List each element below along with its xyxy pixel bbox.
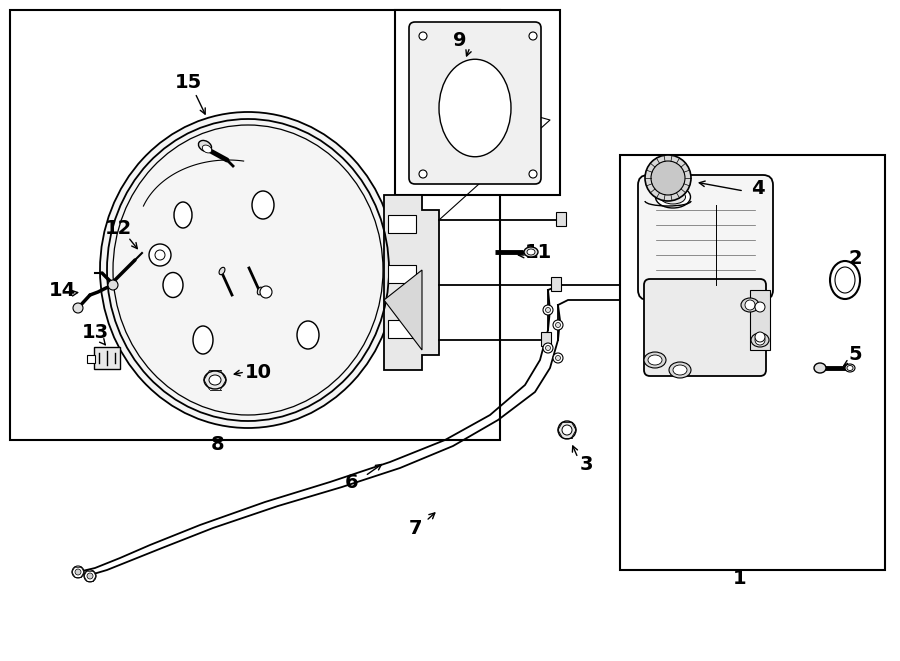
Circle shape: [155, 250, 165, 260]
Circle shape: [543, 343, 553, 353]
Circle shape: [755, 302, 765, 312]
Text: 11: 11: [525, 243, 552, 262]
Ellipse shape: [814, 363, 826, 373]
Bar: [750, 290, 770, 350]
Bar: [541, 332, 551, 346]
Circle shape: [755, 335, 765, 345]
Text: 14: 14: [49, 280, 76, 299]
Ellipse shape: [219, 267, 225, 275]
Ellipse shape: [527, 249, 535, 255]
Circle shape: [87, 573, 93, 579]
Ellipse shape: [204, 371, 226, 389]
Circle shape: [645, 155, 691, 201]
Ellipse shape: [202, 145, 211, 153]
Bar: [10, 10, 500, 440]
Ellipse shape: [835, 267, 855, 293]
Circle shape: [84, 570, 96, 582]
Text: 2: 2: [848, 249, 862, 268]
Text: 6: 6: [346, 473, 359, 492]
Ellipse shape: [193, 326, 213, 354]
Polygon shape: [384, 195, 439, 370]
Ellipse shape: [673, 365, 687, 375]
Ellipse shape: [655, 186, 690, 208]
Ellipse shape: [198, 140, 212, 151]
Circle shape: [108, 280, 118, 290]
Text: 12: 12: [104, 219, 131, 237]
Ellipse shape: [163, 272, 183, 297]
Ellipse shape: [257, 287, 263, 295]
Text: 1: 1: [734, 568, 747, 588]
Bar: [388, 320, 416, 338]
Circle shape: [545, 307, 551, 313]
FancyBboxPatch shape: [638, 175, 773, 300]
Ellipse shape: [209, 375, 221, 385]
Circle shape: [562, 425, 572, 435]
Bar: [388, 215, 416, 233]
Bar: [551, 277, 561, 291]
Ellipse shape: [845, 364, 855, 372]
Circle shape: [75, 569, 81, 575]
Text: 7: 7: [409, 518, 422, 537]
Ellipse shape: [669, 362, 691, 378]
Circle shape: [543, 305, 553, 315]
Ellipse shape: [100, 112, 396, 428]
Circle shape: [149, 244, 171, 266]
Bar: [395, 10, 560, 195]
Circle shape: [555, 356, 561, 360]
Circle shape: [755, 332, 765, 342]
Circle shape: [555, 323, 561, 327]
Ellipse shape: [830, 261, 860, 299]
Circle shape: [553, 320, 563, 330]
Circle shape: [529, 170, 537, 178]
Bar: [556, 212, 566, 226]
Ellipse shape: [524, 247, 538, 257]
FancyBboxPatch shape: [644, 279, 766, 376]
Circle shape: [419, 170, 427, 178]
Text: 15: 15: [175, 73, 202, 91]
Ellipse shape: [648, 355, 662, 365]
FancyBboxPatch shape: [409, 22, 541, 184]
Text: 4: 4: [752, 178, 765, 198]
Ellipse shape: [847, 366, 853, 371]
Circle shape: [558, 421, 576, 439]
Bar: [87, 355, 95, 363]
Text: 8: 8: [212, 436, 225, 455]
Text: 5: 5: [848, 346, 862, 364]
Ellipse shape: [252, 191, 274, 219]
Circle shape: [529, 32, 537, 40]
Bar: [388, 265, 416, 283]
Circle shape: [545, 346, 551, 350]
Bar: [620, 155, 885, 570]
Ellipse shape: [297, 321, 319, 349]
Ellipse shape: [174, 202, 192, 228]
Text: 3: 3: [580, 455, 593, 475]
Circle shape: [651, 161, 685, 195]
Circle shape: [73, 303, 83, 313]
FancyBboxPatch shape: [94, 347, 120, 369]
Text: 13: 13: [81, 323, 109, 342]
Ellipse shape: [644, 352, 666, 368]
Ellipse shape: [741, 298, 759, 312]
Ellipse shape: [751, 333, 769, 347]
Circle shape: [260, 286, 272, 298]
Polygon shape: [384, 270, 422, 350]
Text: 10: 10: [245, 362, 272, 381]
Circle shape: [745, 300, 755, 310]
Ellipse shape: [439, 59, 511, 157]
Circle shape: [72, 566, 84, 578]
Ellipse shape: [661, 190, 686, 204]
Circle shape: [419, 32, 427, 40]
Text: 9: 9: [454, 30, 467, 50]
Circle shape: [553, 353, 563, 363]
